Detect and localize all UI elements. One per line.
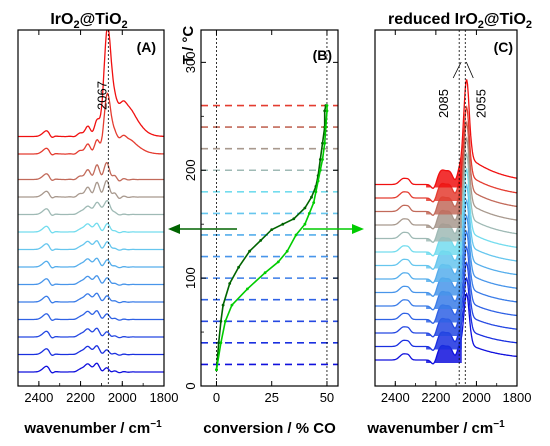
panel-a-spectrum-2 xyxy=(18,345,164,356)
panel-c-xtick-label: 2200 xyxy=(421,390,450,405)
panel-b-ytick-label: 0 xyxy=(183,382,198,389)
panel-b-tag: (B) xyxy=(313,47,332,63)
panel-b-point xyxy=(325,109,329,113)
panel-b-point xyxy=(323,109,327,113)
panel-a-xlabel: wavenumber / cm−1 xyxy=(23,419,162,437)
panel-a-spectrum-1 xyxy=(18,362,164,374)
panel-c-tag: (C) xyxy=(494,39,513,55)
panel-b-point xyxy=(281,222,285,226)
panel-b-point xyxy=(318,158,322,161)
panel-a-spectrum-13 xyxy=(18,92,164,156)
panel-b-ytick-label: 100 xyxy=(183,267,198,289)
panel-c-pointer-2085 xyxy=(452,61,462,79)
panel-b-point xyxy=(318,168,322,172)
panel-b-point xyxy=(294,233,298,237)
panel-a-tag: (A) xyxy=(137,39,156,55)
panel-c-xlabel: wavenumber / cm−1 xyxy=(366,419,505,437)
panel-b-frame xyxy=(200,29,339,387)
panel-a: 2067 (A) 2400 2200 2000 1800 wavenumber / cm−1 xyxy=(17,29,179,437)
panel-a-spectrum-10 xyxy=(18,199,164,216)
panel-b-point xyxy=(263,271,267,275)
panel-b-point xyxy=(316,179,320,183)
panel-b: 0 100 200 300 0 25 50 T / °C conversion / % CO (B… xyxy=(180,26,339,437)
panel-a-spectrum-3 xyxy=(18,327,164,339)
panel-b-point xyxy=(246,287,249,291)
panel-c-xtick-label: 1800 xyxy=(503,390,532,405)
arrow-left-head xyxy=(168,224,180,234)
panel-b-point xyxy=(228,282,232,285)
panel-b-point xyxy=(303,206,307,210)
panel-a-xtick-label: 1800 xyxy=(150,390,179,405)
panel-a-xtick-label: 2400 xyxy=(24,390,53,405)
panel-c-spectrum-14 xyxy=(375,79,517,189)
panel-a-spectrum-12 xyxy=(18,161,164,182)
panel-c-band-fill-14 xyxy=(426,148,462,189)
panel-c-xtick-label: 2400 xyxy=(381,390,410,405)
panel-a-spectra xyxy=(18,30,164,374)
panel-b-point xyxy=(270,228,274,232)
panel-b-ytick-label: 300 xyxy=(183,52,198,74)
panel-a-annotation: 2067 xyxy=(94,81,109,110)
panel-b-point xyxy=(303,222,307,226)
panel-a-xtick-label: 2000 xyxy=(108,390,137,405)
panel-c-annotation-2055: 2055 xyxy=(473,89,488,118)
panel-b-point xyxy=(219,341,223,345)
panel-a-spectrum-11 xyxy=(18,179,164,199)
panel-arrows xyxy=(168,224,364,234)
panel-b-point xyxy=(324,125,328,129)
title-right: reduced IrO2@TiO2 xyxy=(388,11,532,31)
panel-c-annotation-2085: 2085 xyxy=(436,89,451,118)
panel-b-point xyxy=(310,195,313,199)
panel-b-point xyxy=(223,319,227,323)
panel-a-xtick-label: 2200 xyxy=(66,390,95,405)
panel-b-point xyxy=(248,249,252,253)
panel-c-spectra xyxy=(375,79,517,365)
panel-b-point xyxy=(276,260,280,264)
panel-b-ylabel: T / °C xyxy=(180,26,197,65)
panel-b-point xyxy=(219,319,223,323)
panel-b-xtick-label: 25 xyxy=(264,390,278,405)
panel-b-point xyxy=(314,190,318,194)
panel-b-xtick-label: 50 xyxy=(320,390,334,405)
panel-b-point xyxy=(217,341,221,345)
arrow-right-head xyxy=(352,224,364,234)
panel-a-spectrum-4 xyxy=(18,310,164,321)
panel-b-point xyxy=(237,265,241,269)
panel-b-point xyxy=(292,217,296,221)
panel-b-xlabel: conversion / % CO xyxy=(203,420,336,437)
panel-a-frame xyxy=(17,29,165,387)
panel-a-spectrum-14 xyxy=(18,30,164,138)
panel-b-ytick-label: 200 xyxy=(183,159,198,181)
panel-b-point xyxy=(259,239,263,242)
panel-a-spectrum-9 xyxy=(18,222,164,234)
panel-b-point xyxy=(307,212,311,215)
panel-b-point xyxy=(285,249,289,253)
panel-b-series-1 xyxy=(215,105,327,370)
panel-c-frame xyxy=(374,29,518,387)
panel-a-spectrum-8 xyxy=(18,240,164,251)
panel-c-xtick-label: 2000 xyxy=(462,390,491,405)
panel-a-spectrum-7 xyxy=(18,257,164,269)
panel-b-point xyxy=(325,104,329,107)
panel-b-point xyxy=(312,201,316,205)
panel-a-spectrum-6 xyxy=(18,275,164,286)
panel-b-point xyxy=(321,141,324,145)
title-left: IrO2@TiO2 xyxy=(50,11,127,31)
panel-b-point xyxy=(215,368,218,372)
panel-b-point xyxy=(230,303,234,307)
panel-b-xtick-label: 0 xyxy=(213,390,220,405)
panel-b-point xyxy=(323,141,327,145)
panel-b-series-2 xyxy=(215,105,328,370)
panel-c-pointer-2055 xyxy=(465,61,474,79)
figure-titles: IrO2@TiO2 reduced IrO2@TiO2 xyxy=(50,11,532,31)
panel-b-point xyxy=(321,158,324,161)
panel-b-point xyxy=(221,303,225,307)
panel-a-spectrum-5 xyxy=(18,292,164,304)
panel-c: 2085 2055 (C) 2400 2200 2000 1800 wavenumber / … xyxy=(366,29,532,437)
